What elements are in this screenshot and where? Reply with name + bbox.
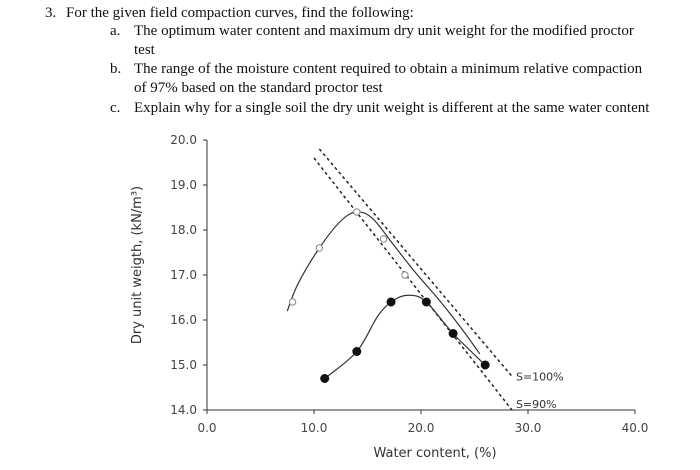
x-tick-label: 10.0 [301,421,328,435]
y-tick-label: 14.0 [170,403,197,417]
x-axis-label: Water content, (%) [373,446,496,461]
saturation-line-label: S=100% [516,370,564,383]
data-point [288,298,297,306]
saturation-lines: S=100% S=90% [313,148,564,411]
data-point [353,208,361,216]
data-point [379,235,388,243]
y-tick-label: 20.0 [170,133,197,147]
question-number: 3. [45,5,57,21]
data-point [386,297,396,307]
y-tick-label: 17.0 [170,268,197,282]
saturation-line [318,148,513,377]
data-point [421,297,431,307]
y-tick-label: 15.0 [170,358,197,372]
question-stem: For the given field compaction curves, f… [66,5,414,21]
part-b-label: b. [110,61,122,77]
data-point [480,360,490,370]
y-tick-label: 19.0 [170,178,197,192]
part-c-text: Explain why for a single soil the dry un… [134,100,650,116]
chart-axes: 14.0 15.0 16.0 17.0 18.0 19.0 20.0 0.0 10.0 20.0 3… [170,133,648,435]
data-points [288,208,490,383]
compaction-curve [286,211,481,355]
part-a-label: a. [110,23,121,39]
data-point [448,329,458,338]
x-tick-label: 20.0 [408,421,435,435]
part-b-text-cont: of 97% based on the standard proctor tes… [134,80,383,96]
saturation-line [313,157,513,411]
x-tick-label: 40.0 [622,421,649,435]
part-b-text: The range of the moisture content requir… [134,61,643,77]
x-tick-label: 0.0 [197,421,216,435]
x-tick-label: 30.0 [515,421,542,435]
part-a-text: The optimum water content and maximum dr… [134,23,634,39]
y-axis-label: Dry unit weigth, (kN/m³) [130,186,145,344]
y-tick-label: 18.0 [170,223,197,237]
part-a-text-cont: test [134,42,155,58]
y-tick-label: 16.0 [170,313,197,327]
data-point [352,347,362,356]
data-point [315,244,324,252]
compaction-curve [324,294,486,379]
data-point [320,374,330,383]
part-c-label: c. [110,100,121,116]
data-point [401,271,409,279]
saturation-line-label: S=90% [516,398,557,411]
